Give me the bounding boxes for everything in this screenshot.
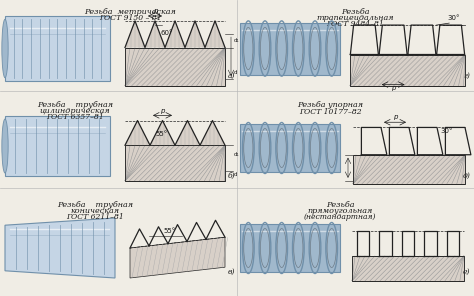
Polygon shape: [185, 21, 205, 47]
Text: 60°: 60°: [161, 30, 173, 36]
Text: p: p: [393, 114, 397, 120]
Polygon shape: [205, 21, 225, 47]
Text: ГОСТ 6357–81: ГОСТ 6357–81: [46, 113, 104, 121]
Text: 30°: 30°: [440, 128, 453, 134]
Text: p: p: [160, 108, 165, 114]
Bar: [240, 224, 340, 272]
Bar: [353, 155, 465, 184]
Bar: [352, 256, 464, 281]
Bar: [240, 124, 340, 172]
Text: p: p: [391, 85, 395, 91]
Text: Резьба    трубная: Резьба трубная: [37, 101, 113, 109]
Text: Резьба    трубная: Резьба трубная: [57, 201, 133, 209]
Text: г): г): [463, 72, 470, 80]
Text: е): е): [463, 268, 471, 276]
Text: 55°: 55°: [155, 131, 167, 136]
Text: Резьба: Резьба: [341, 8, 369, 16]
Text: ГОСТ 10177–82: ГОСТ 10177–82: [299, 108, 361, 116]
Polygon shape: [175, 120, 200, 145]
Text: прямоугольная: прямоугольная: [307, 207, 373, 215]
Text: 30°: 30°: [447, 15, 459, 21]
Text: Резьба упорная: Резьба упорная: [297, 101, 363, 109]
Bar: [125, 145, 225, 181]
Bar: [5, 116, 110, 176]
Text: d: d: [234, 70, 237, 75]
Polygon shape: [5, 218, 115, 278]
Text: в): в): [228, 268, 236, 276]
Bar: [353, 155, 465, 184]
Text: ГОСТ 9150 – 81: ГОСТ 9150 – 81: [99, 14, 161, 22]
Polygon shape: [130, 237, 225, 278]
Ellipse shape: [2, 119, 8, 173]
Bar: [350, 54, 465, 86]
Bar: [350, 54, 465, 86]
Text: коническая: коническая: [71, 207, 119, 215]
Text: трапецеидальная: трапецеидальная: [316, 14, 394, 22]
Bar: [240, 22, 340, 75]
Polygon shape: [145, 21, 165, 47]
Text: Резьба  метрическая: Резьба метрическая: [84, 8, 176, 16]
Text: цилиндрическая: цилиндрическая: [40, 107, 110, 115]
Polygon shape: [125, 120, 150, 145]
Text: ГОСТ 9484–81: ГОСТ 9484–81: [326, 20, 384, 28]
Text: d₁: d₁: [234, 38, 240, 43]
Polygon shape: [200, 120, 225, 145]
Text: д): д): [463, 172, 471, 180]
Ellipse shape: [2, 19, 8, 78]
Bar: [125, 47, 225, 86]
Text: Резьба: Резьба: [326, 201, 354, 209]
Bar: [125, 145, 225, 181]
Text: (нестандартная): (нестандартная): [304, 213, 376, 221]
Text: б): б): [228, 172, 236, 180]
Text: 55°: 55°: [163, 228, 175, 234]
Polygon shape: [165, 21, 185, 47]
Text: d: d: [234, 172, 237, 177]
Bar: [352, 256, 464, 281]
Bar: [125, 47, 225, 86]
Bar: [5, 16, 110, 81]
Polygon shape: [150, 120, 175, 145]
Text: d₁: d₁: [234, 152, 240, 157]
Polygon shape: [125, 21, 145, 47]
Text: ГОСТ 6211–81: ГОСТ 6211–81: [66, 213, 124, 221]
Text: а): а): [228, 72, 236, 80]
Text: p: p: [153, 8, 157, 14]
